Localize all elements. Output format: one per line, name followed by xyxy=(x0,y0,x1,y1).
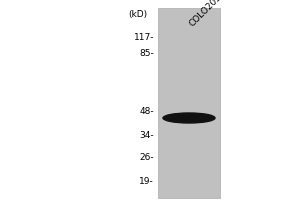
Text: 34-: 34- xyxy=(140,130,154,140)
Text: 85-: 85- xyxy=(139,49,154,58)
Text: COLO205: COLO205 xyxy=(188,0,224,28)
Ellipse shape xyxy=(163,113,215,123)
Text: 48-: 48- xyxy=(140,108,154,116)
Text: 117-: 117- xyxy=(134,33,154,43)
Text: 19-: 19- xyxy=(139,176,154,186)
Text: (kD): (kD) xyxy=(128,9,148,19)
Bar xyxy=(158,8,220,198)
Text: 26-: 26- xyxy=(140,154,154,162)
